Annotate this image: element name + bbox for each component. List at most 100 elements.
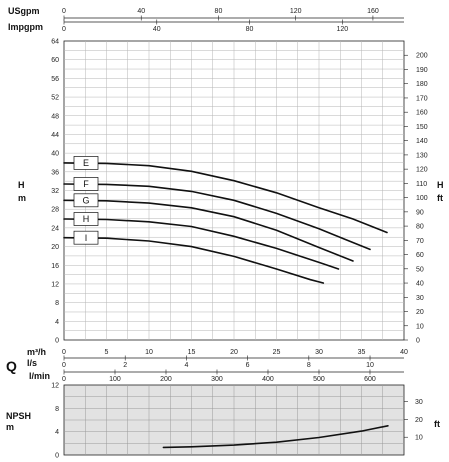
head-right-tick-label: 100 — [416, 195, 428, 202]
flow-axes: Q m³/h l/s l/min 0 5 10 15 20 25 30 35 40 0 2 4 6 8 1… — [6, 347, 408, 383]
head-left-tick-label: 64 — [51, 39, 59, 46]
lmin-tick-label: 100 — [109, 376, 121, 383]
m3h-tick-label: 40 — [400, 349, 408, 356]
npsh-left-tick-label: 8 — [55, 406, 59, 413]
npsh-left-tick-label: 0 — [55, 453, 59, 460]
curve-label-g: G — [82, 196, 89, 206]
npsh-axis-label-m: m — [6, 422, 14, 432]
head-curve-f — [63, 183, 371, 251]
npsh-curve — [162, 425, 389, 449]
head-curves — [63, 162, 388, 284]
head-right-tick-label: 170 — [416, 95, 428, 102]
m3h-label: m³/h — [27, 347, 46, 357]
npsh-grid — [64, 385, 404, 455]
ls-ticks: 0 2 4 6 8 10 — [62, 355, 374, 369]
head-curve-h — [63, 218, 340, 270]
lmin-ticks: 0 100 200 300 400 500 600 — [62, 369, 376, 383]
q-section-label: Q — [6, 358, 17, 374]
npsh-right-tick-label: 20 — [415, 417, 423, 424]
curve-label-box-f — [73, 177, 99, 191]
ls-tick-label: 8 — [307, 362, 311, 369]
head-right-tick-label: 190 — [416, 67, 428, 74]
curve-label-box-h — [73, 212, 99, 226]
impgpm-tick-label: 120 — [336, 26, 348, 33]
ls-tick-label: 10 — [366, 362, 374, 369]
head-left-tick-label: 60 — [51, 57, 59, 64]
m3h-tick-label: 0 — [62, 349, 66, 356]
head-left-axis-label-m: m — [18, 193, 26, 203]
head-left-tick-label: 0 — [55, 338, 59, 345]
npsh-left-tick-label: 12 — [51, 383, 59, 390]
m3h-tick-label: 10 — [145, 349, 153, 356]
head-left-tick-label: 44 — [51, 132, 59, 139]
head-right-tick-label: 160 — [416, 110, 428, 117]
m3h-ticks: 0 5 10 15 20 25 30 35 40 — [62, 349, 408, 356]
npsh-left-tick-label: 4 — [55, 429, 59, 436]
head-right-tick-label: 70 — [416, 238, 424, 245]
lmin-label: l/min — [29, 371, 50, 381]
usgpm-tick-label: 40 — [137, 8, 145, 15]
impgpm-tick-label: 40 — [153, 26, 161, 33]
head-curve-i — [63, 236, 325, 284]
curve-label-h: H — [83, 214, 90, 224]
impgpm-ticks: 0 40 80 120 — [62, 19, 348, 33]
head-right-tick-label: 200 — [416, 53, 428, 60]
curve-label-f: F — [83, 179, 89, 189]
head-right-ticks: 0 10 20 30 40 50 60 70 80 90 100 110 120 130 140 150 160… — [404, 53, 428, 345]
npsh-right-tick-label: 30 — [415, 399, 423, 406]
head-right-tick-label: 150 — [416, 124, 428, 131]
head-right-tick-label: 80 — [416, 224, 424, 231]
head-left-tick-label: 36 — [51, 169, 59, 176]
impgpm-label: Impgpm — [8, 22, 43, 32]
usgpm-tick-label: 120 — [290, 8, 302, 15]
lmin-tick-label: 0 — [62, 376, 66, 383]
head-right-tick-label: 120 — [416, 167, 428, 174]
curve-label-box-i — [73, 230, 99, 245]
usgpm-tick-label: 80 — [215, 8, 223, 15]
npsh-right-tick-label: 10 — [415, 435, 423, 442]
m3h-tick-label: 30 — [315, 349, 323, 356]
npsh-chart: 0 4 8 12 10 20 30 NPSH m ft — [6, 383, 440, 460]
head-left-tick-label: 40 — [51, 151, 59, 158]
curve-label-i: I — [85, 233, 88, 243]
head-left-tick-label: 4 — [55, 319, 59, 326]
head-right-tick-label: 10 — [416, 323, 424, 330]
m3h-tick-label: 35 — [358, 349, 366, 356]
ls-tick-label: 6 — [246, 362, 250, 369]
lmin-tick-label: 500 — [313, 376, 325, 383]
head-left-tick-label: 28 — [51, 207, 59, 214]
head-left-tick-label: 12 — [51, 281, 59, 288]
head-left-tick-label: 56 — [51, 76, 59, 83]
head-right-axis-label-ft: ft — [437, 193, 443, 203]
head-left-tick-label: 52 — [51, 95, 59, 102]
npsh-right-axis-label-ft: ft — [434, 419, 440, 429]
head-right-tick-label: 40 — [416, 281, 424, 288]
top-axes: USgpm Impgpm 0 40 80 120 160 0 40 80 120 — [8, 6, 404, 33]
head-right-tick-label: 180 — [416, 81, 428, 88]
usgpm-ticks: 0 40 80 120 160 — [62, 8, 379, 21]
head-right-tick-label: 20 — [416, 309, 424, 316]
head-right-tick-label: 60 — [416, 252, 424, 259]
m3h-tick-label: 20 — [230, 349, 238, 356]
curve-label-e: E — [83, 158, 89, 168]
head-right-tick-label: 0 — [416, 338, 420, 345]
ls-tick-label: 4 — [184, 362, 188, 369]
ls-label: l/s — [27, 358, 37, 368]
m3h-tick-label: 25 — [273, 349, 281, 356]
impgpm-tick-label: 0 — [62, 26, 66, 33]
ls-tick-label: 2 — [123, 362, 127, 369]
curve-label-box-g — [73, 193, 99, 208]
head-left-tick-label: 8 — [55, 300, 59, 307]
head-right-axis-label-h: H — [437, 180, 444, 190]
impgpm-tick-label: 80 — [246, 26, 254, 33]
usgpm-tick-label: 160 — [367, 8, 379, 15]
npsh-curves — [162, 425, 389, 449]
ls-tick-label: 0 — [62, 362, 66, 369]
lmin-tick-label: 400 — [262, 376, 274, 383]
npsh-right-ticks: 10 20 30 — [404, 399, 423, 442]
head-right-tick-label: 140 — [416, 138, 428, 145]
head-curve-g — [63, 199, 354, 262]
